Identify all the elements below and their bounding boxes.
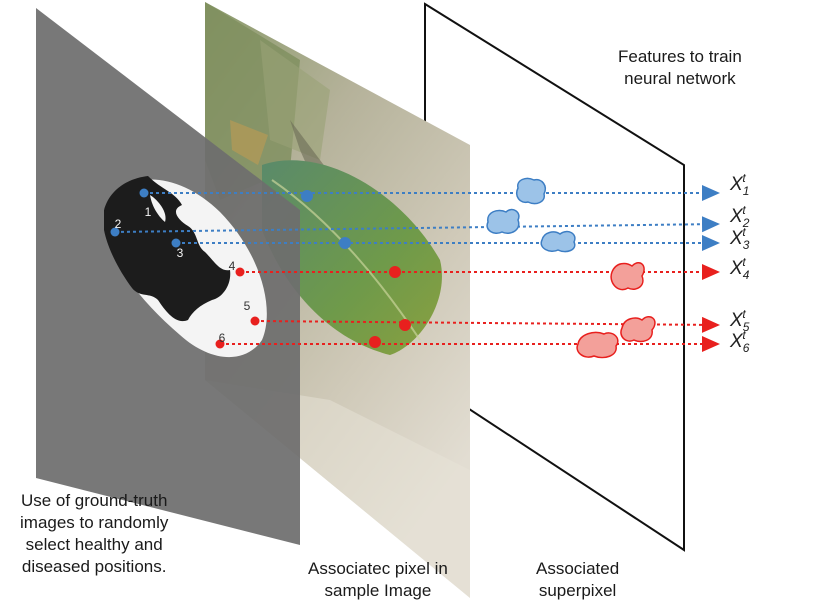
superpixel-3 (540, 230, 576, 253)
pixel-caption-line-1: Associatec pixel in (308, 559, 448, 578)
ground-truth-point-3 (171, 238, 181, 248)
superpixel-caption-line-1: Associated (536, 559, 620, 578)
ground-truth-point-label-1: 1 (145, 205, 152, 219)
ground-truth-point-label-5: 5 (244, 299, 251, 313)
ground-truth-caption-line-4: diseased positions. (21, 557, 167, 576)
superpixel-1 (516, 177, 546, 205)
ground-truth-caption-line-2: images to randomly (20, 513, 169, 532)
sample-pixel-1 (301, 190, 313, 202)
ground-truth-point-label-6: 6 (219, 331, 226, 345)
sample-pixel-4 (399, 319, 411, 331)
ground-truth-caption: Use of ground-truth images to randomly s… (20, 490, 168, 578)
sample-pixel-3 (389, 266, 401, 278)
superpixel-5 (620, 316, 656, 343)
ground-truth-point-4 (235, 267, 245, 277)
ground-truth-caption-line-3: select healthy and (25, 535, 163, 554)
features-caption: Features to train neural network (618, 46, 742, 90)
features-caption-line-1: Features to train (618, 47, 742, 66)
sample-pixel-5 (369, 336, 381, 348)
ground-truth-point-1 (139, 188, 149, 198)
superpixels (486, 177, 656, 359)
feature-label-2: X2t (729, 203, 750, 230)
ground-truth-leaf-diseased (104, 176, 231, 322)
ground-truth-point-5 (250, 316, 260, 326)
pixel-caption-line-2: sample Image (324, 581, 432, 600)
feature-label-3: X3t (729, 225, 750, 252)
ground-truth-point-label-2: 2 (115, 217, 122, 231)
sample-pixels (301, 190, 411, 348)
superpixel-4 (610, 262, 645, 291)
ground-truth-point-2 (110, 227, 120, 237)
feature-label-5: X5t (729, 307, 750, 334)
sample-pixel-2 (339, 237, 351, 249)
feature-label-1: X1t (729, 171, 749, 198)
ground-truth-point-label-4: 4 (229, 259, 236, 273)
superpixel-6 (576, 331, 619, 359)
ground-truth-point-label-3: 3 (177, 246, 184, 260)
superpixel-2 (486, 208, 520, 234)
ground-truth-caption-line-1: Use of ground-truth (20, 491, 168, 510)
superpixel-caption-line-2: superpixel (538, 581, 617, 600)
features-caption-line-2: neural network (624, 69, 736, 88)
pixel-caption: Associatec pixel in sample Image (308, 558, 448, 602)
feature-label-6: X6t (729, 328, 750, 355)
ground-truth-point-6 (215, 339, 225, 349)
feature-label-4: X4t (729, 255, 750, 282)
ground-truth-points: 1 2 3 4 5 6 (110, 188, 260, 349)
projection-line-2 (114, 216, 720, 233)
superpixel-caption: Associated superpixel (536, 558, 619, 602)
ground-truth-plane (36, 8, 300, 545)
